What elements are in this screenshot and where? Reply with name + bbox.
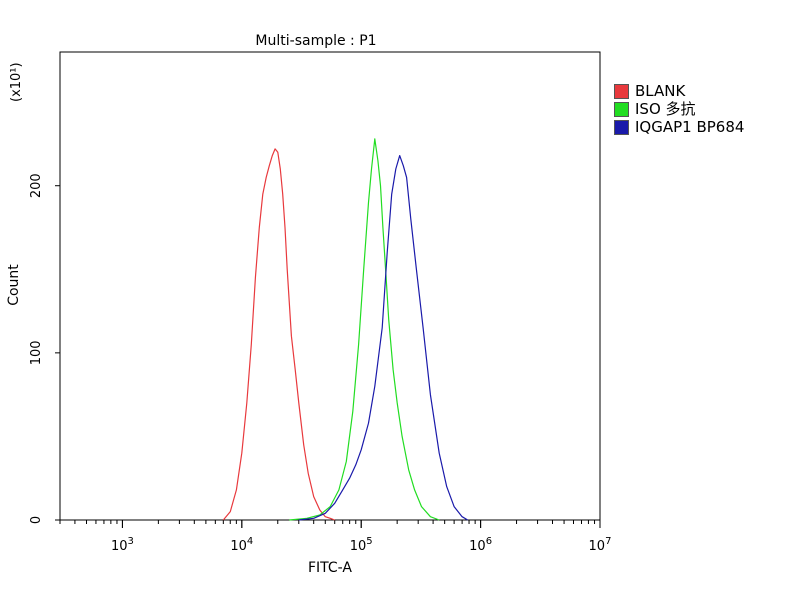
legend-item: BLANK xyxy=(614,82,744,100)
series-layer xyxy=(222,138,469,521)
x-tick-exponent: 6 xyxy=(486,536,492,547)
x-tick-label: 103 xyxy=(111,536,134,554)
series-line xyxy=(289,138,440,521)
legend-swatch xyxy=(614,119,629,135)
legend-item: IQGAP1 BP684 xyxy=(614,118,744,136)
x-axis: 103 104 105 106 107 xyxy=(59,520,612,554)
legend-label: IQGAP1 BP684 xyxy=(635,118,745,136)
y-axis: 0 100 200 xyxy=(29,173,60,524)
series-line xyxy=(222,148,335,521)
x-axis-label: FITC-A xyxy=(308,560,352,576)
plot-area xyxy=(59,51,601,521)
y-tick-label: 200 xyxy=(29,173,44,198)
legend-label: BLANK xyxy=(635,82,686,100)
x-tick-exponent: 3 xyxy=(128,536,134,547)
plot-border xyxy=(59,51,601,521)
x-tick-label: 106 xyxy=(469,536,492,554)
y-axis-label: Count xyxy=(6,264,22,306)
x-tick-label: 104 xyxy=(230,536,253,554)
x-tick-exponent: 5 xyxy=(366,536,372,547)
y-tick-label: 100 xyxy=(29,340,44,365)
x-tick-base: 10 xyxy=(469,539,486,554)
x-tick-exponent: 4 xyxy=(247,536,253,547)
x-tick-base: 10 xyxy=(230,539,247,554)
legend-swatch xyxy=(614,83,629,99)
x-tick-base: 10 xyxy=(589,539,606,554)
y-axis-multiplier: (x10¹) xyxy=(9,62,24,102)
legend-swatch xyxy=(614,101,629,117)
y-tick-label: 0 xyxy=(29,516,44,524)
x-tick-base: 10 xyxy=(350,539,367,554)
legend-label: ISO 多抗 xyxy=(635,100,696,118)
x-tick-base: 10 xyxy=(111,539,128,554)
chart-title: Multi-sample : P1 xyxy=(255,33,376,49)
x-tick-label: 107 xyxy=(589,536,612,554)
series-line xyxy=(298,155,469,521)
chart-legend: BLANK ISO 多抗 IQGAP1 BP684 xyxy=(614,82,744,136)
x-tick-exponent: 7 xyxy=(605,536,611,547)
x-tick-label: 105 xyxy=(350,536,373,554)
legend-item: ISO 多抗 xyxy=(614,100,744,118)
